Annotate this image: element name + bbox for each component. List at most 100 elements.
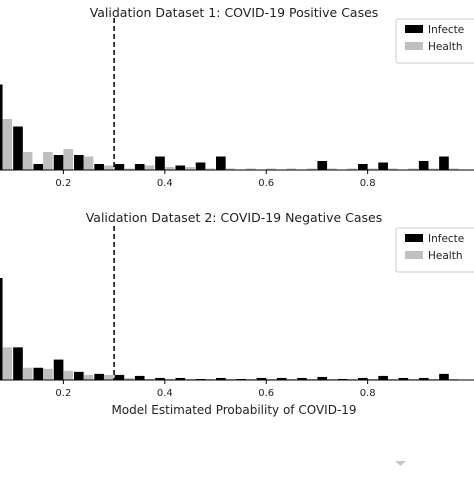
bar-infected [317, 161, 328, 170]
bar-infected [216, 377, 226, 380]
bar-infected [0, 278, 3, 380]
legend-label-healthy: Health [428, 250, 462, 262]
bar-healthy [245, 378, 256, 380]
x-tick-label: 0.2 [55, 178, 71, 189]
bar-infected [13, 126, 23, 170]
bar-infected [94, 164, 104, 170]
bar-healthy [306, 378, 317, 380]
chart-title: Validation Dataset 2: COVID-19 Negative … [86, 210, 383, 225]
x-tick-label: 0.6 [258, 178, 274, 189]
x-tick-label: 0.8 [360, 178, 376, 189]
bar-infected [378, 375, 388, 380]
bar-healthy [144, 378, 155, 380]
bar-infected [195, 378, 206, 380]
bar-healthy [164, 167, 175, 170]
bar-healthy [448, 168, 459, 170]
bar-healthy [22, 367, 33, 380]
legend: Infecte Health [395, 227, 474, 273]
bar-infected [439, 156, 449, 170]
bar-healthy [164, 378, 175, 380]
bar-infected [74, 371, 84, 380]
bar-infected [33, 367, 44, 380]
bar-healthy [286, 378, 297, 380]
bar-healthy [205, 168, 216, 170]
bar-healthy [327, 168, 337, 170]
bar-healthy [408, 378, 418, 380]
bar-healthy [225, 168, 236, 170]
bar-healthy [387, 378, 398, 380]
bar-infected [256, 377, 267, 380]
legend-label-infected: Infecte [428, 24, 464, 36]
bar-infected [114, 164, 125, 170]
bar-healthy [286, 168, 297, 170]
bar-healthy [83, 374, 94, 380]
bar-healthy [185, 167, 195, 170]
bar-infected [175, 165, 186, 170]
bar-healthy [367, 378, 378, 380]
bar-infected [53, 359, 64, 380]
bar-infected [317, 376, 328, 380]
bar-healthy [103, 374, 114, 380]
bar-infected [155, 156, 165, 170]
bar-healthy [347, 168, 358, 170]
bar-healthy [266, 378, 276, 380]
bar-infected [0, 84, 3, 170]
bar-healthy [347, 378, 358, 380]
bar-healthy [83, 156, 94, 170]
x-axis-label: Model Estimated Probability of COVID-19 [111, 403, 356, 417]
bar-healthy [2, 347, 13, 380]
x-tick-label: 0.8 [360, 388, 376, 399]
x-tick-label: 0.6 [258, 388, 274, 399]
bar-infected [94, 373, 104, 380]
bar-infected [53, 155, 64, 170]
bar-healthy [367, 168, 378, 170]
bar-healthy [306, 168, 317, 170]
bar-healthy [144, 165, 155, 170]
bar-healthy [63, 370, 74, 380]
bar-infected [13, 347, 23, 380]
bar-healthy [225, 378, 236, 380]
bar-healthy [22, 152, 33, 170]
bar-infected [398, 377, 409, 380]
bar-infected [134, 164, 145, 170]
bar-healthy [43, 368, 53, 380]
bar-healthy [185, 378, 195, 380]
bar-healthy [205, 378, 216, 380]
chart-panel-positive-cases: Validation Dataset 1: COVID-19 Positive … [0, 5, 474, 189]
x-tick-label: 0.2 [55, 388, 71, 399]
legend-swatch-healthy [405, 251, 423, 259]
bar-healthy [43, 152, 53, 170]
legend-swatch-healthy [405, 42, 423, 50]
bar-infected [216, 156, 226, 170]
bar-infected [358, 377, 368, 380]
bar-infected [74, 155, 84, 170]
bar-infected [358, 164, 368, 170]
legend: Infecte Health [395, 18, 474, 64]
bar-healthy [387, 168, 398, 170]
bar-healthy [408, 168, 418, 170]
bar-healthy [103, 165, 114, 170]
bar-healthy [63, 149, 74, 170]
bar-infected [236, 378, 246, 380]
bar-infected [195, 162, 206, 170]
bar-infected [33, 164, 44, 170]
bar-infected [337, 378, 348, 380]
bar-infected [418, 161, 429, 170]
bar-infected [378, 162, 388, 170]
bar-healthy [428, 168, 439, 170]
legend-swatch-infected [405, 25, 423, 33]
bar-healthy [124, 168, 134, 170]
bar-infected [114, 374, 125, 380]
bar-healthy [266, 168, 276, 170]
chart-title: Validation Dataset 1: COVID-19 Positive … [90, 5, 379, 20]
bar-infected [155, 377, 165, 380]
legend-swatch-infected [405, 234, 423, 242]
bar-healthy [448, 378, 459, 380]
bar-infected [276, 377, 287, 380]
bar-infected [439, 373, 449, 380]
bar-infected [297, 377, 307, 380]
x-tick-label: 0.4 [157, 178, 173, 189]
legend-label-infected: Infecte [428, 233, 464, 245]
bar-healthy [124, 377, 134, 380]
